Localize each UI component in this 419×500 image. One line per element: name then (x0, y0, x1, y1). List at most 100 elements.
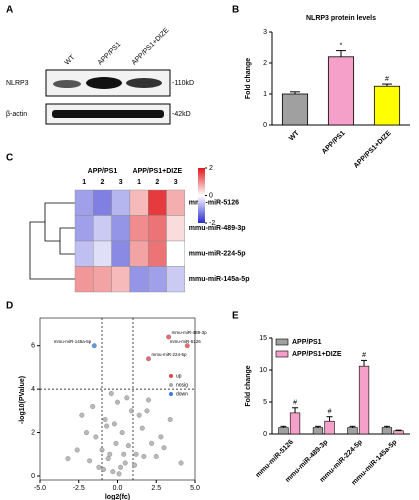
point-label: mmu-miR-224-5p (152, 352, 188, 357)
legend-marker (169, 383, 173, 387)
y-tick-label: 2 (263, 60, 267, 67)
annotation: # (385, 76, 389, 83)
panel-label: E (232, 311, 239, 322)
column-label: 1 (82, 179, 86, 186)
y-axis-label: -log10(PValue) (19, 376, 26, 424)
point (101, 467, 106, 472)
heat-cell (129, 240, 149, 267)
group-label: APP/PS1+DIZE (133, 168, 183, 175)
legend-label: up (176, 373, 182, 379)
legend-label: down (176, 391, 188, 397)
y-tick-label: 0 (31, 473, 35, 480)
point (146, 356, 151, 362)
row-label: mmu-miR-145a-5p (189, 276, 250, 283)
y-tick-label: 3 (263, 29, 267, 36)
legend-label: APP/PS1+DIZE (292, 351, 342, 358)
panel-label: A (6, 5, 13, 16)
column-label: 2 (155, 179, 159, 186)
colorbar-label: 2 (209, 165, 213, 172)
heat-cell (93, 266, 112, 293)
column-label: 1 (137, 179, 141, 186)
bar (373, 85, 401, 126)
point (116, 471, 122, 477)
y-axis-label: Fold change (245, 58, 252, 99)
heat-cell (111, 240, 131, 267)
x-tick-label: WT (288, 129, 301, 142)
heat-cell (129, 266, 149, 293)
band (53, 80, 81, 88)
bar (393, 430, 404, 435)
bar (347, 427, 358, 435)
western-blot: A WT APP/PS1 APP/PS1+DIZE NLRP3 β-actin … (6, 5, 194, 125)
point (84, 430, 89, 436)
band (126, 78, 162, 88)
row-label: mmu-miR-489-3p (189, 225, 246, 232)
lane-label: WT (64, 54, 77, 67)
heat-cell (93, 215, 112, 242)
point (119, 430, 125, 436)
y-tick-label: 0 (263, 122, 267, 129)
x-tick-label: APP/PS1 (321, 130, 347, 156)
heat-cell (111, 215, 131, 242)
heat-cell (111, 266, 131, 293)
heat-cell (147, 189, 167, 216)
annotation: # (362, 352, 366, 359)
heat-cell (129, 215, 149, 242)
chart-title: NLRP3 protein levels (306, 15, 376, 22)
point (153, 454, 159, 459)
y-tick-label: 10 (259, 367, 267, 374)
bar (358, 365, 370, 435)
bar (324, 420, 335, 435)
x-axis-label: log2(fc) (105, 494, 130, 500)
panel-label: D (6, 301, 13, 312)
point (111, 421, 117, 427)
heat-cell (166, 215, 185, 242)
x-tick-label: -2.5 (73, 485, 85, 492)
dendrogram (29, 202, 75, 280)
point (161, 445, 167, 451)
point (144, 408, 150, 414)
row-label: mmu-miR-5126 (189, 200, 239, 207)
point (107, 451, 113, 457)
point (146, 397, 151, 403)
point (99, 447, 105, 453)
row-label: NLRP3 (6, 80, 29, 87)
point (133, 451, 139, 457)
panel-label: B (232, 5, 239, 16)
legend-label: nosig (176, 382, 188, 388)
point (158, 434, 164, 440)
point (121, 451, 127, 457)
x-tick-label: 0.0 (113, 485, 123, 492)
point (149, 440, 155, 446)
legend-swatch (275, 338, 289, 346)
point (122, 460, 128, 466)
colorbar-label: -2 (209, 220, 215, 227)
group-label: APP/PS1 (88, 168, 118, 175)
point (79, 412, 85, 418)
point (93, 434, 99, 440)
point (108, 391, 114, 396)
y-tick-label: 1 (263, 91, 267, 98)
heat-cell (166, 266, 185, 293)
point (128, 408, 134, 414)
bar (312, 427, 324, 435)
point (74, 447, 80, 453)
point (184, 343, 190, 349)
colorbar (198, 168, 205, 223)
point (105, 456, 111, 462)
heat-cell (166, 240, 185, 267)
heat-cell (93, 189, 112, 216)
column-label: 2 (100, 179, 104, 186)
band (86, 77, 122, 89)
size-label: -42kD (172, 111, 191, 118)
annotation: # (293, 400, 297, 407)
point (96, 464, 102, 470)
point (65, 456, 71, 462)
row-label: β-actin (6, 111, 27, 118)
point (141, 454, 147, 459)
y-tick-label: 5 (263, 399, 267, 406)
point (132, 462, 137, 468)
point (139, 425, 145, 431)
x-tick-label: APP/PS1+DIZE (353, 130, 393, 170)
y-tick-label: 4 (31, 386, 35, 393)
